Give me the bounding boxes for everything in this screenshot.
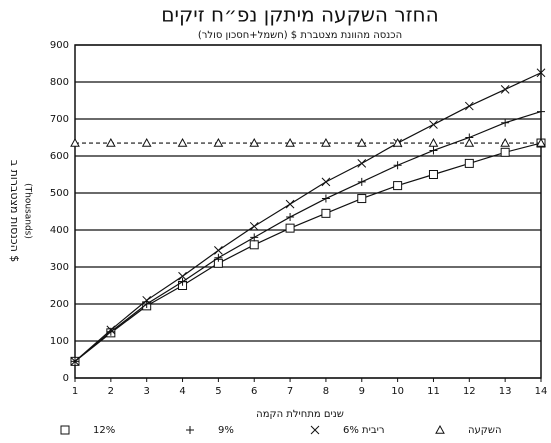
x-tick-label: 5 bbox=[215, 386, 221, 397]
point bbox=[464, 138, 475, 147]
point bbox=[178, 277, 187, 286]
x-tick-label: 11 bbox=[427, 386, 440, 397]
series-line bbox=[74, 72, 542, 362]
point bbox=[214, 253, 223, 262]
point bbox=[105, 138, 116, 147]
point bbox=[464, 101, 474, 111]
x-tick-label: 9 bbox=[359, 386, 365, 397]
x-tick-label: 12 bbox=[463, 386, 476, 397]
point bbox=[500, 85, 510, 94]
point bbox=[357, 159, 367, 168]
point bbox=[537, 107, 545, 116]
point bbox=[249, 240, 259, 250]
y-tick-label: 900 bbox=[50, 40, 69, 51]
x-tick-label: 1 bbox=[72, 386, 78, 397]
y-axis-unit: (Thousands) bbox=[23, 183, 33, 239]
point bbox=[321, 208, 331, 218]
point bbox=[249, 138, 260, 147]
legend-marker bbox=[186, 426, 194, 434]
point bbox=[429, 146, 438, 155]
chart-title: החזר השקעה מיתקן נפ״ח זיקים bbox=[161, 3, 438, 27]
y-tick-label: 0 bbox=[63, 373, 69, 384]
point bbox=[213, 138, 224, 147]
legend-label: השקעה bbox=[468, 425, 502, 436]
point bbox=[178, 271, 187, 281]
point bbox=[106, 325, 116, 335]
y-tick-label: 400 bbox=[50, 225, 69, 236]
x-tick-label: 13 bbox=[499, 386, 512, 397]
point bbox=[393, 181, 403, 191]
point bbox=[214, 245, 223, 255]
point bbox=[285, 223, 295, 233]
y-tick-label: 800 bbox=[50, 77, 69, 88]
legend-marker bbox=[435, 424, 445, 434]
legend-label: 12% bbox=[93, 425, 115, 436]
x-tick-label: 4 bbox=[179, 386, 185, 397]
point bbox=[356, 138, 367, 147]
x-tick-label: 3 bbox=[144, 386, 150, 397]
chart-subtitle: הכנסה מהוונת מצטברת $ (חשמל+חסכון סולר) bbox=[198, 30, 402, 41]
point bbox=[141, 138, 152, 147]
point bbox=[500, 147, 510, 157]
point bbox=[321, 194, 330, 203]
point bbox=[285, 199, 295, 209]
x-tick-label: 6 bbox=[251, 386, 257, 397]
point bbox=[177, 138, 188, 147]
legend-marker bbox=[60, 425, 70, 435]
series-line bbox=[74, 111, 542, 362]
point bbox=[70, 138, 80, 147]
point bbox=[500, 138, 511, 147]
point bbox=[536, 68, 546, 78]
y-tick-label: 200 bbox=[50, 299, 69, 310]
x-tick-label: 10 bbox=[391, 386, 404, 397]
point bbox=[428, 170, 438, 179]
y-tick-label: 700 bbox=[50, 114, 69, 125]
point bbox=[321, 138, 331, 147]
x-tick-label: 2 bbox=[108, 386, 114, 397]
point bbox=[501, 118, 510, 127]
plot-frame bbox=[74, 44, 542, 379]
point bbox=[321, 177, 331, 187]
x-tick-label: 8 bbox=[323, 386, 329, 397]
legend-label: 9% bbox=[218, 425, 234, 436]
point bbox=[464, 158, 474, 168]
point bbox=[392, 138, 403, 147]
point bbox=[428, 138, 439, 147]
y-axis-label: הכנסות מצטברות ב $ bbox=[8, 160, 21, 263]
y-tick-label: 600 bbox=[50, 151, 69, 162]
y-tick-label: 100 bbox=[50, 336, 69, 347]
x-tick-label: 7 bbox=[287, 386, 293, 397]
point bbox=[536, 138, 546, 147]
point bbox=[142, 295, 152, 305]
series-line bbox=[74, 142, 542, 362]
point bbox=[249, 221, 259, 231]
point bbox=[70, 356, 80, 366]
y-tick-label: 500 bbox=[50, 188, 69, 199]
point bbox=[357, 177, 366, 186]
y-tick-label: 300 bbox=[50, 262, 69, 273]
point bbox=[250, 233, 259, 242]
point bbox=[357, 194, 367, 204]
legend-label: ריבית 6% bbox=[343, 425, 385, 436]
point bbox=[142, 300, 151, 308]
x-axis-label: שנים מתחילת הקמה bbox=[256, 409, 344, 420]
point bbox=[286, 213, 295, 222]
point bbox=[393, 161, 402, 170]
legend-marker bbox=[310, 425, 320, 435]
point bbox=[285, 138, 295, 147]
point bbox=[429, 120, 438, 129]
x-tick-label: 14 bbox=[535, 386, 548, 397]
